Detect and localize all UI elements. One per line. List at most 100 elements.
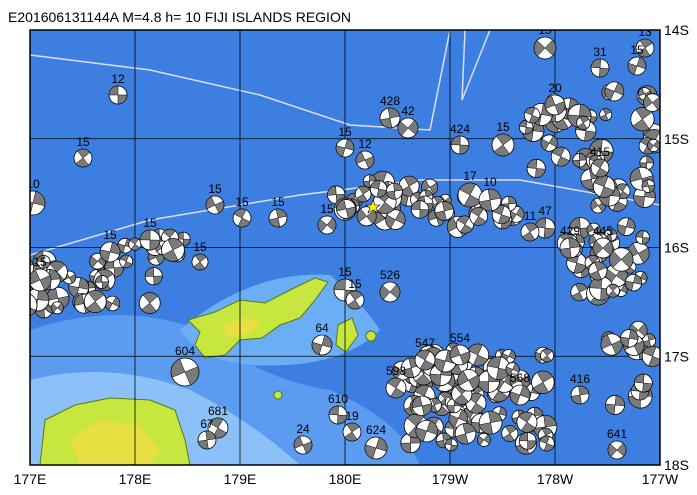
compressional-quadrant (572, 153, 587, 168)
compressional-quadrant (632, 107, 653, 132)
compressional-quadrant (509, 385, 531, 405)
focal-mechanism (414, 349, 436, 371)
depth-label: 20 (548, 81, 562, 95)
focal-mechanism (99, 241, 121, 263)
focal-mechanism (311, 334, 333, 356)
focal-mechanism (518, 119, 534, 135)
focal-mechanism (139, 229, 161, 251)
focal-mechanism (336, 199, 357, 219)
depth-label: 15 (76, 135, 90, 149)
compressional-quadrant (533, 39, 557, 57)
compressional-quadrant (335, 139, 355, 157)
x-axis-label: 177W (642, 471, 679, 487)
focal-mechanism (205, 195, 225, 215)
focal-mechanism (128, 237, 142, 251)
depth-label: 424 (450, 122, 470, 136)
depth-label: 15 (18, 279, 32, 293)
focal-mechanism (138, 292, 161, 314)
plate-boundary (30, 30, 451, 131)
focal-mechanism (293, 435, 313, 455)
focal-mechanism (570, 385, 590, 405)
compressional-quadrant (397, 120, 419, 136)
compressional-quadrant (311, 335, 333, 355)
focal-mechanism (624, 273, 643, 292)
compressional-quadrant (411, 395, 433, 416)
focal-mechanism (415, 419, 438, 443)
compressional-quadrant (75, 148, 91, 168)
compressional-quadrant (344, 422, 360, 442)
depth-label: 15 (348, 277, 362, 291)
compressional-quadrant (544, 95, 566, 115)
compressional-quadrant (356, 185, 371, 203)
focal-mechanism (95, 275, 109, 289)
focal-mechanism (30, 190, 46, 216)
focal-mechanism (434, 201, 455, 221)
y-axis-label: 16S (664, 240, 689, 256)
compressional-quadrant (415, 420, 438, 442)
compressional-quadrant (434, 201, 454, 221)
compressional-quadrant (30, 259, 34, 266)
compressional-quadrant (609, 250, 634, 269)
depth-label: 604 (175, 344, 195, 358)
compressional-quadrant (541, 348, 553, 363)
depth-label: 15 (33, 255, 47, 269)
highland (70, 420, 160, 465)
depth-label: 568 (510, 371, 530, 385)
compressional-quadrant (268, 208, 288, 228)
compressional-quadrant (99, 241, 121, 263)
depth-label: 15 (338, 125, 352, 139)
focal-mechanism (385, 182, 403, 200)
focal-mechanism (354, 185, 372, 203)
focal-mechanism (592, 237, 614, 259)
x-axis-label: 178W (537, 471, 574, 487)
focal-mechanism (605, 395, 625, 415)
focal-mechanism (335, 138, 355, 158)
focal-mechanism (590, 58, 610, 78)
focal-mechanism (457, 182, 483, 208)
compressional-quadrant (162, 238, 184, 262)
compressional-quadrant (386, 182, 403, 200)
depth-label: 429 (560, 224, 580, 238)
x-axis-label: 179E (224, 471, 257, 487)
focal-mechanism (385, 377, 407, 399)
depth-label: 15 (103, 228, 117, 242)
depth-label: 445 (593, 224, 613, 238)
focal-mechanism (161, 238, 185, 262)
compressional-quadrant (328, 405, 348, 425)
compressional-quadrant (617, 217, 636, 236)
compressional-quadrant (205, 196, 225, 214)
compressional-quadrant (502, 425, 517, 442)
compressional-quadrant (571, 283, 588, 302)
focal-mechanism (398, 175, 420, 197)
compressional-quadrant (30, 269, 52, 291)
focal-mechanism (144, 267, 163, 286)
compressional-quadrant (493, 133, 513, 157)
depth-label: 42 (401, 104, 415, 118)
x-axis-label: 177E (14, 471, 47, 487)
compressional-quadrant (505, 362, 520, 376)
compressional-quadrant (347, 290, 363, 310)
compressional-quadrant (637, 38, 653, 58)
focal-mechanism (476, 432, 491, 447)
focal-mechanism (505, 362, 520, 377)
focal-mechanism (609, 247, 634, 272)
focal-mechanism (355, 150, 375, 170)
compressional-quadrant (379, 107, 401, 129)
islet (273, 390, 283, 400)
depth-label: 416 (570, 372, 590, 386)
epicenter-star (365, 199, 381, 214)
compressional-quadrant (197, 430, 217, 450)
focal-mechanism (526, 158, 546, 179)
focal-mechanism (538, 435, 555, 452)
compressional-quadrant (95, 275, 109, 289)
islet (365, 330, 377, 342)
focal-mechanism (449, 344, 471, 366)
depth-label: 31 (593, 45, 607, 59)
compressional-quadrant (559, 237, 581, 259)
depth-label: 10 (26, 177, 40, 191)
compressional-quadrant (607, 284, 618, 298)
compressional-quadrant (233, 208, 251, 228)
focal-mechanism (630, 107, 655, 132)
focal-mechanism (385, 209, 406, 230)
